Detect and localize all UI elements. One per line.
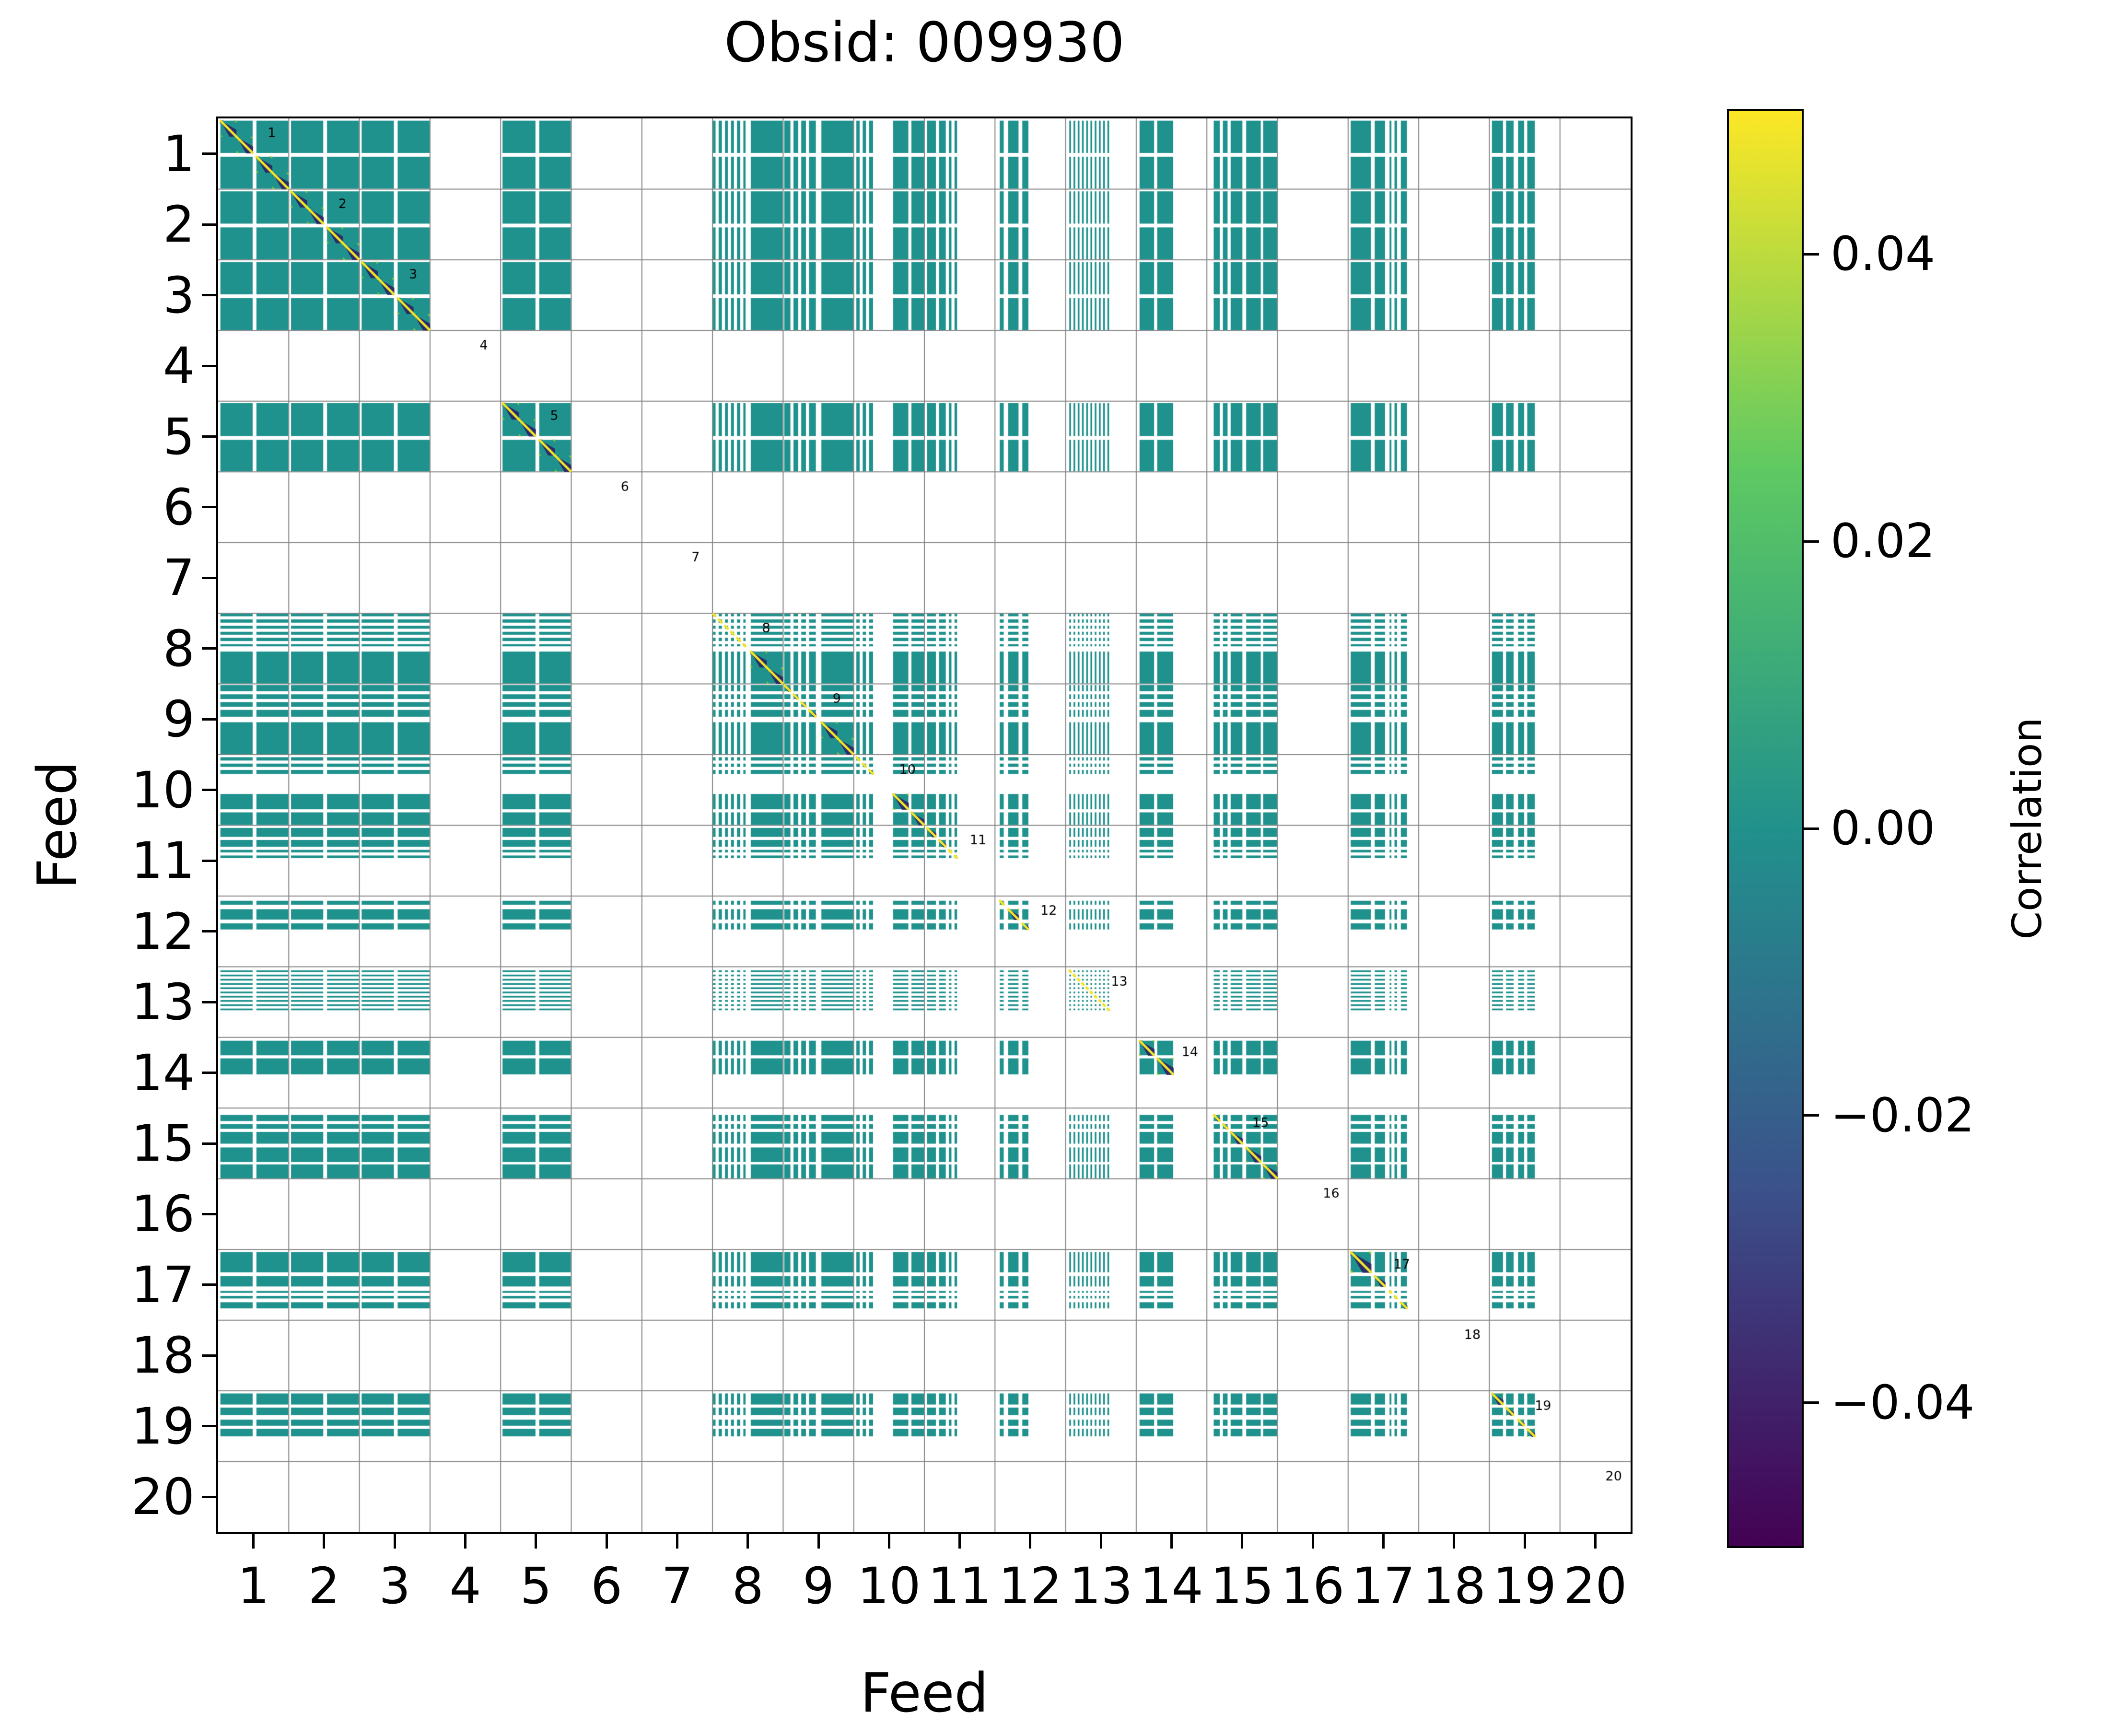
x-tick-mark-9: [817, 1534, 820, 1549]
colorbar-tick-mark-−0.04: [1804, 1401, 1819, 1404]
correlation-heatmap-canvas: [218, 118, 1631, 1532]
y-tick-mark-11: [202, 859, 216, 862]
y-tick-mark-16: [202, 1212, 216, 1215]
x-tick-mark-7: [676, 1534, 678, 1549]
y-tick-label-18: 18: [131, 1326, 195, 1385]
colorbar-gradient: [1729, 111, 1802, 1546]
y-tick-mark-3: [202, 294, 216, 297]
y-tick-label-14: 14: [131, 1043, 195, 1102]
x-tick-label-18: 18: [1422, 1557, 1486, 1615]
y-tick-mark-10: [202, 789, 216, 792]
y-tick-label-16: 16: [131, 1185, 195, 1244]
colorbar-tick-mark-0.02: [1804, 540, 1819, 543]
y-tick-label-13: 13: [131, 973, 195, 1032]
y-tick-mark-5: [202, 435, 216, 438]
x-tick-mark-13: [1099, 1534, 1102, 1549]
y-tick-label-5: 5: [163, 407, 195, 466]
x-tick-mark-20: [1594, 1534, 1597, 1549]
colorbar-tick-mark-−0.02: [1804, 1114, 1819, 1117]
colorbar-tick-label-−0.02: −0.02: [1831, 1088, 1975, 1143]
x-tick-label-5: 5: [520, 1557, 552, 1615]
x-tick-label-16: 16: [1281, 1557, 1345, 1615]
colorbar-tick-label-0.02: 0.02: [1831, 514, 1936, 569]
x-tick-mark-2: [323, 1534, 326, 1549]
y-tick-label-6: 6: [163, 478, 195, 536]
colorbar: [1727, 109, 1804, 1548]
x-tick-mark-11: [958, 1534, 961, 1549]
y-tick-mark-9: [202, 718, 216, 721]
x-tick-label-8: 8: [732, 1557, 764, 1615]
colorbar-label: Correlation: [2004, 717, 2051, 940]
x-tick-label-15: 15: [1210, 1557, 1274, 1615]
y-tick-label-1: 1: [163, 124, 195, 183]
y-tick-label-17: 17: [131, 1255, 195, 1314]
y-tick-mark-19: [202, 1425, 216, 1428]
y-tick-label-11: 11: [131, 831, 195, 890]
y-tick-mark-14: [202, 1072, 216, 1074]
y-tick-mark-13: [202, 1001, 216, 1003]
x-tick-mark-3: [393, 1534, 396, 1549]
x-tick-mark-1: [252, 1534, 255, 1549]
x-tick-mark-18: [1453, 1534, 1456, 1549]
x-tick-label-13: 13: [1069, 1557, 1133, 1615]
x-tick-mark-8: [746, 1534, 749, 1549]
y-tick-mark-8: [202, 647, 216, 650]
y-tick-mark-7: [202, 576, 216, 579]
colorbar-tick-label-0.00: 0.00: [1831, 801, 1936, 856]
y-tick-mark-20: [202, 1495, 216, 1498]
y-tick-label-10: 10: [131, 760, 195, 819]
y-tick-label-7: 7: [163, 548, 195, 607]
y-tick-mark-17: [202, 1283, 216, 1286]
x-tick-label-3: 3: [379, 1557, 411, 1615]
x-tick-mark-15: [1241, 1534, 1244, 1549]
y-tick-label-4: 4: [163, 337, 195, 396]
x-tick-label-2: 2: [308, 1557, 340, 1615]
y-tick-mark-15: [202, 1142, 216, 1145]
x-tick-label-17: 17: [1352, 1557, 1415, 1615]
colorbar-tick-mark-0.00: [1804, 827, 1819, 830]
colorbar-tick-mark-0.04: [1804, 253, 1819, 256]
x-tick-mark-5: [535, 1534, 537, 1549]
x-tick-mark-16: [1311, 1534, 1314, 1549]
colorbar-tick-label-0.04: 0.04: [1831, 227, 1936, 282]
x-tick-label-4: 4: [449, 1557, 481, 1615]
x-tick-mark-12: [1029, 1534, 1032, 1549]
y-tick-label-20: 20: [131, 1468, 195, 1526]
x-tick-mark-19: [1523, 1534, 1526, 1549]
plot-area: [216, 117, 1633, 1534]
colorbar-tick-label-−0.04: −0.04: [1831, 1375, 1975, 1430]
x-tick-mark-6: [605, 1534, 608, 1549]
x-tick-mark-4: [464, 1534, 467, 1549]
x-tick-label-1: 1: [237, 1557, 269, 1615]
x-tick-label-6: 6: [591, 1557, 623, 1615]
x-tick-label-10: 10: [857, 1557, 921, 1615]
y-tick-mark-12: [202, 930, 216, 933]
x-tick-label-11: 11: [928, 1557, 991, 1615]
x-tick-label-12: 12: [998, 1557, 1062, 1615]
y-tick-label-12: 12: [131, 902, 195, 961]
y-tick-mark-4: [202, 364, 216, 367]
x-tick-label-19: 19: [1493, 1557, 1557, 1615]
x-tick-mark-10: [887, 1534, 890, 1549]
y-tick-mark-18: [202, 1354, 216, 1357]
x-tick-mark-14: [1170, 1534, 1173, 1549]
figure-title: Obsid: 009930: [724, 11, 1125, 74]
y-tick-label-9: 9: [163, 690, 195, 749]
y-tick-label-2: 2: [163, 195, 195, 254]
y-axis-label: Feed: [26, 761, 89, 889]
y-tick-label-19: 19: [131, 1397, 195, 1456]
y-tick-label-15: 15: [131, 1114, 195, 1173]
x-tick-mark-17: [1382, 1534, 1385, 1549]
y-tick-mark-2: [202, 223, 216, 226]
x-tick-label-7: 7: [661, 1557, 693, 1615]
x-axis-label: Feed: [860, 1662, 989, 1724]
y-tick-mark-1: [202, 152, 216, 155]
x-tick-label-14: 14: [1140, 1557, 1203, 1615]
x-tick-label-20: 20: [1563, 1557, 1627, 1615]
x-tick-label-9: 9: [802, 1557, 835, 1615]
y-tick-mark-6: [202, 506, 216, 509]
y-tick-label-8: 8: [163, 619, 195, 678]
y-tick-label-3: 3: [163, 266, 195, 325]
